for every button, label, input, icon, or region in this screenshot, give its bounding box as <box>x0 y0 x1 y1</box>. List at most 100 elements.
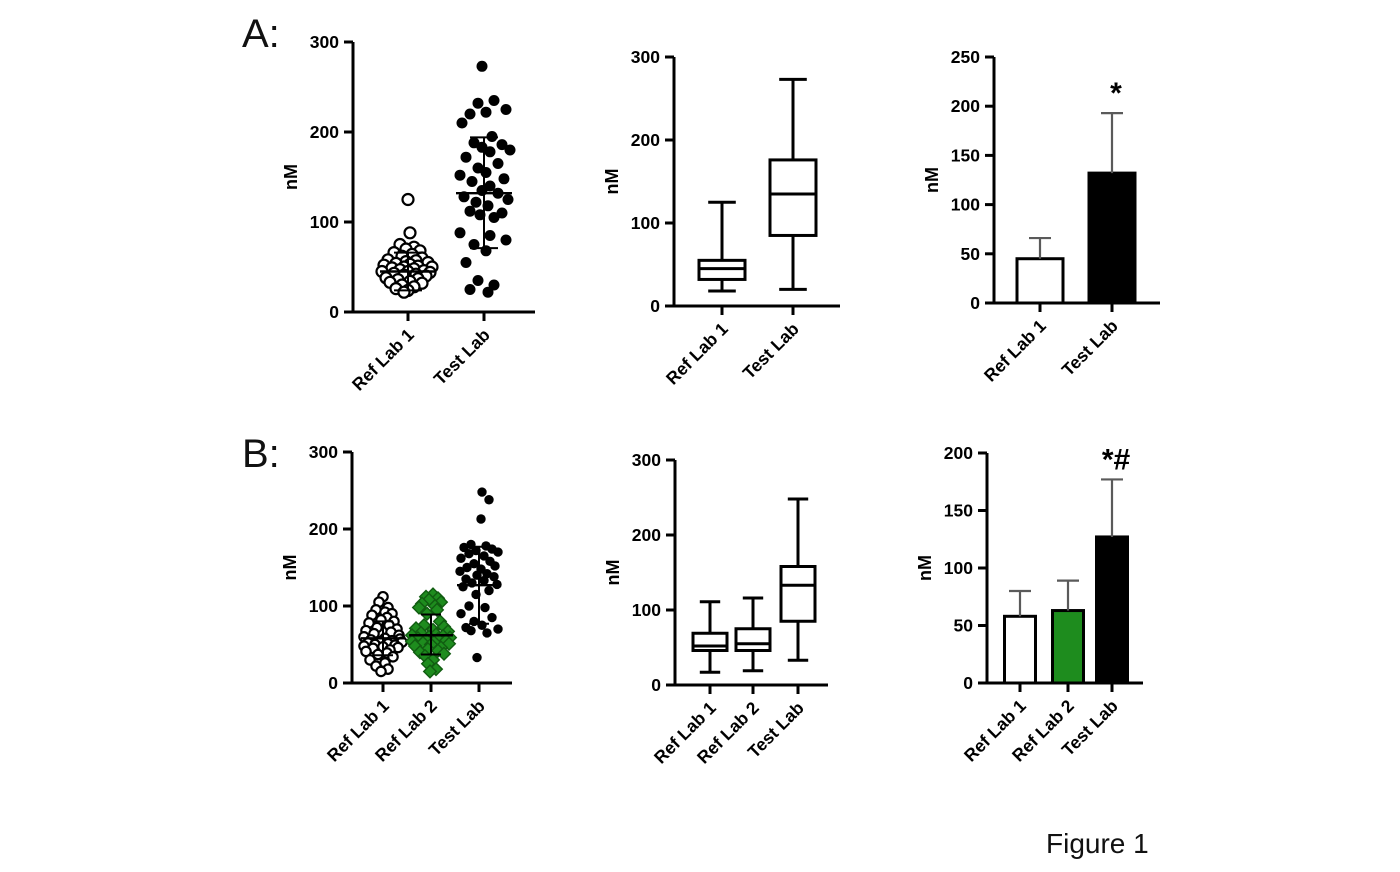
y-tick-label: 0 <box>963 673 973 693</box>
scatter-point-filled <box>480 602 490 613</box>
y-tick-label: 200 <box>951 96 980 116</box>
scatter-point-filled <box>488 95 500 106</box>
y-tick-label: 200 <box>631 130 660 150</box>
y-tick-label: 0 <box>329 302 339 322</box>
box <box>734 627 772 652</box>
scatter-point-open <box>401 192 415 207</box>
scatter-point-filled <box>468 137 480 149</box>
y-tick-label: 100 <box>951 195 980 215</box>
y-tick-label: 200 <box>309 519 338 539</box>
scatter-point-filled <box>456 609 466 619</box>
scatter-point-filled <box>482 286 494 298</box>
y-tick-label: 50 <box>961 244 981 264</box>
y-tick-label: 0 <box>328 673 338 693</box>
scatter-point-filled <box>476 514 486 524</box>
y-axis-title: nM <box>281 164 301 190</box>
y-axis-title: nM <box>603 560 623 586</box>
scatter-point-diamond <box>429 602 445 618</box>
scatter-point-filled <box>466 176 478 187</box>
y-tick-label: 150 <box>951 145 980 165</box>
y-tick-label: 100 <box>310 212 339 232</box>
scatter-point-filled <box>472 97 484 109</box>
scatter-point-filled <box>470 196 482 208</box>
x-category-label: Test Lab <box>739 319 803 383</box>
y-tick-label: 300 <box>632 450 661 470</box>
scatter-point-filled <box>472 162 484 174</box>
bar <box>1051 609 1085 685</box>
scatter-point-filled <box>479 551 489 561</box>
scatter-point-filled <box>479 575 489 586</box>
scatter-point-filled <box>488 212 500 223</box>
y-axis-title: nM <box>922 167 942 193</box>
y-tick-label: 150 <box>944 501 973 521</box>
scatter-point-filled <box>454 227 466 239</box>
scatter-point-filled <box>489 572 499 582</box>
scatter-point-filled <box>484 495 494 505</box>
y-tick-label: 100 <box>631 213 660 233</box>
scatter-point-filled <box>464 205 476 217</box>
scatter-point-filled <box>500 104 512 115</box>
y-tick-label: 0 <box>970 293 980 313</box>
scatter-point-filled <box>464 284 476 295</box>
significance-annotation: *# <box>1102 443 1131 476</box>
scatter-point-filled <box>476 60 488 72</box>
scatter-point-filled <box>482 628 492 638</box>
scatter-point-filled <box>490 561 500 571</box>
scatter-point-filled <box>477 487 487 497</box>
scatter-point-filled <box>484 585 494 596</box>
x-category-label: Test Lab <box>1058 316 1122 380</box>
y-tick-label: 200 <box>944 443 973 463</box>
scatter-point-filled <box>456 117 468 129</box>
scatter-point-filled <box>492 158 504 169</box>
panel-a-label: A: <box>242 12 280 56</box>
scatter-point-filled <box>472 275 484 286</box>
y-tick-label: 0 <box>651 675 661 695</box>
scatter-point-filled <box>482 200 494 212</box>
scatter-point-filled <box>480 245 492 257</box>
y-tick-label: 100 <box>309 596 338 616</box>
y-tick-label: 200 <box>632 525 661 545</box>
scatter-point-filled <box>462 562 472 573</box>
significance-annotation: * <box>1110 77 1122 110</box>
y-tick-label: 0 <box>650 296 660 316</box>
scatter-point-diamond <box>422 664 438 679</box>
bar <box>1095 535 1129 685</box>
scatter-point-filled <box>464 548 474 559</box>
scatter-point-open <box>375 665 387 678</box>
scatter-point-filled <box>472 652 482 663</box>
scatter-point-filled <box>474 209 486 221</box>
y-tick-label: 300 <box>631 47 660 67</box>
x-category-label: Ref Lab 1 <box>662 319 732 389</box>
scatter-point-filled <box>500 234 512 246</box>
scatter-point-filled <box>502 194 514 205</box>
scatter-point-filled <box>455 566 465 577</box>
scatter-point-filled <box>484 230 496 241</box>
box <box>779 565 817 623</box>
x-category-label: Ref Lab 1 <box>980 316 1050 386</box>
y-tick-label: 250 <box>951 47 980 67</box>
panel-b-label: B: <box>242 432 280 476</box>
scatter-point-filled <box>488 279 500 291</box>
panel-a1-scatter: 0 100 200 300 nM Ref Lab 1 Test Lab <box>281 32 535 395</box>
scatter-point-filled <box>460 257 472 268</box>
scatter-point-diamond <box>436 646 452 662</box>
y-axis-title: nM <box>280 555 300 581</box>
y-tick-label: 300 <box>310 32 339 52</box>
x-category-label: Test Lab <box>430 325 494 389</box>
bar <box>1087 171 1137 305</box>
bar <box>1003 614 1037 685</box>
y-axis-title: nM <box>602 169 622 195</box>
y-tick-label: 50 <box>954 616 974 636</box>
scatter-point-filled <box>496 207 508 219</box>
box <box>691 631 729 652</box>
y-axis-title: nM <box>915 555 935 581</box>
scatter-point-filled <box>498 173 510 185</box>
scatter-point-filled <box>460 151 472 163</box>
scatter-point-filled <box>484 146 496 158</box>
panel-a2-box: 0 100 200 300 nM Ref Lab 1 Test Lab <box>602 47 840 389</box>
scatter-point-filled <box>493 547 503 557</box>
scatter-point-filled <box>480 167 492 178</box>
figure-caption: Figure 1 <box>1046 828 1149 859</box>
